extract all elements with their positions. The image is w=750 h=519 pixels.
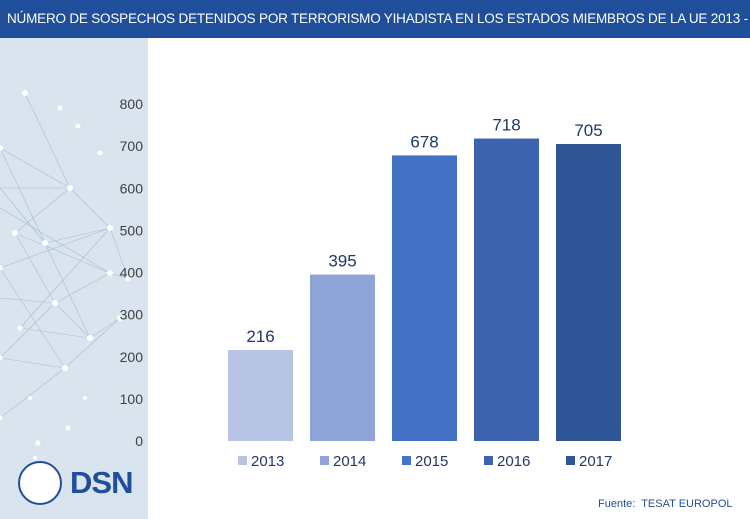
legend-label: 2017	[579, 453, 612, 470]
legend-swatch	[402, 456, 411, 465]
bar	[474, 138, 539, 442]
legend-swatch	[566, 456, 575, 465]
chart-title: NÚMERO DE SOSPECHOS DETENIDOS POR TERROR…	[7, 11, 750, 26]
y-tick-label: 500	[120, 222, 144, 238]
decorative-network-panel	[0, 38, 148, 519]
bar	[392, 155, 457, 441]
y-tick-label: 200	[120, 349, 144, 365]
y-tick-label: 0	[135, 433, 143, 449]
legend-swatch	[320, 456, 329, 465]
legend-swatch	[484, 456, 493, 465]
legend-label: 2015	[415, 453, 448, 470]
legend-label: 2014	[333, 453, 366, 470]
bar	[310, 274, 375, 441]
dsn-logo: DSN	[18, 461, 148, 507]
legend-swatch	[238, 456, 247, 465]
legend-label: 2013	[251, 453, 284, 470]
y-tick-label: 700	[120, 138, 144, 154]
legend-label: 2016	[497, 453, 530, 470]
bar	[556, 144, 621, 442]
y-tick-label: 400	[120, 265, 144, 281]
y-tick-label: 800	[120, 96, 144, 112]
network-graphic-icon	[0, 90, 131, 460]
data-label: 216	[246, 327, 274, 346]
logo-text: DSN	[70, 465, 133, 500]
data-label: 395	[328, 252, 356, 271]
y-tick-label: 600	[120, 180, 144, 196]
y-tick-label: 300	[120, 307, 144, 323]
y-tick-label: 100	[120, 391, 144, 407]
seal-icon	[18, 461, 62, 505]
data-label: 718	[492, 116, 520, 135]
data-label: 705	[574, 121, 602, 140]
source-note: Fuente: TESAT EUROPOL	[598, 498, 733, 510]
data-label: 678	[410, 132, 438, 151]
chart-title-bar: NÚMERO DE SOSPECHOS DETENIDOS POR TERROR…	[0, 0, 750, 38]
bar	[228, 350, 293, 441]
